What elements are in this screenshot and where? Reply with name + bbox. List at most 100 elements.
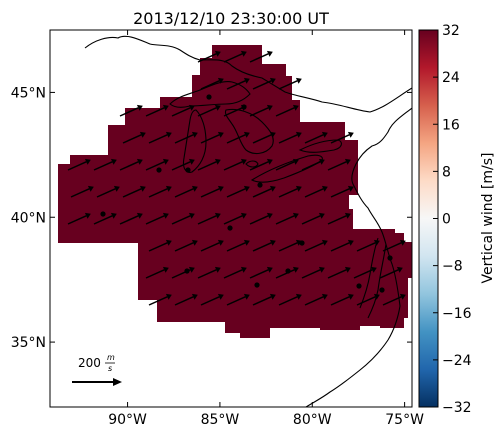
wind-vector <box>304 131 328 144</box>
wind-vector <box>223 212 247 225</box>
reference-vector-key: 200 m s <box>72 353 122 386</box>
x-axis: 90°W 85°W 80°W 75°W <box>108 30 424 428</box>
wind-vector <box>197 212 221 225</box>
station-marker <box>206 94 212 100</box>
wind-vector <box>278 293 302 306</box>
coastline-north-border <box>84 35 412 113</box>
wind-vector <box>145 158 169 171</box>
wind-vector-layer <box>67 50 406 306</box>
x-tick-label: 75°W <box>385 412 424 428</box>
wind-vector <box>356 239 380 252</box>
wind-vector <box>174 239 198 252</box>
map-frame <box>49 29 413 408</box>
wind-vector <box>275 158 299 171</box>
wind-vector <box>252 185 276 198</box>
x-tick-label: 80°W <box>293 412 332 428</box>
wind-vector <box>226 239 250 252</box>
wind-vector <box>382 239 406 252</box>
wind-vector <box>223 266 247 279</box>
wind-vector <box>200 293 224 306</box>
reference-vector-unit-top: m <box>107 353 115 362</box>
wind-vector <box>67 158 91 171</box>
station-marker <box>100 211 106 217</box>
wind-vector <box>200 185 224 198</box>
wind-vector <box>304 239 328 252</box>
coastline-chesapeake <box>359 237 387 319</box>
coastline-lake-michigan <box>182 109 207 173</box>
wind-vector <box>145 266 169 279</box>
station-marker <box>387 255 393 261</box>
wind-vector <box>148 239 172 252</box>
station-marker <box>285 268 291 274</box>
wind-vector <box>171 212 195 225</box>
x-tick-label: 90°W <box>108 412 147 428</box>
wind-vector <box>330 185 354 198</box>
wind-vector <box>226 77 250 90</box>
wind-vector <box>70 185 94 198</box>
wind-vector <box>278 185 302 198</box>
wind-vector <box>119 212 143 225</box>
wind-vector <box>330 131 354 144</box>
coastline-lake-huron <box>224 108 274 155</box>
colorbar-tick-label: 24 <box>442 70 460 86</box>
wind-vector <box>249 104 273 117</box>
wind-vector <box>67 212 91 225</box>
wind-vector <box>226 293 250 306</box>
colorbar-tick-label: −8 <box>442 259 463 275</box>
wind-vector <box>119 158 143 171</box>
station-marker-layer <box>100 94 393 293</box>
reference-vector-number: 200 <box>78 356 101 370</box>
station-marker <box>185 167 191 173</box>
wind-vector <box>252 131 276 144</box>
colorbar: 32 24 16 8 0 −8 −16 −24 −32 Vertical wind [m/s] <box>418 23 496 416</box>
wind-vector <box>93 158 117 171</box>
wind-vector <box>119 104 143 117</box>
y-axis: 45°N 40°N 35°N <box>11 85 412 351</box>
wind-vector <box>226 131 250 144</box>
wind-vector <box>249 158 273 171</box>
wind-vector <box>327 158 351 171</box>
colorbar-ticks: 32 24 16 8 0 −8 −16 −24 −32 <box>433 23 472 416</box>
wind-vector <box>249 212 273 225</box>
wind-vector <box>148 131 172 144</box>
colorbar-tick-label: −16 <box>442 306 472 322</box>
y-tick-label: 45°N <box>11 85 46 101</box>
wind-vector <box>304 185 328 198</box>
chart-title: 2013/12/10 23:30:00 UT <box>133 9 329 28</box>
wind-vector <box>197 104 221 117</box>
colorbar-tick-label: 0 <box>442 212 451 228</box>
station-marker <box>156 167 162 173</box>
station-marker <box>254 282 260 288</box>
wind-vector <box>301 212 325 225</box>
coastline-east <box>305 107 412 407</box>
coastline-lake-ontario <box>298 139 343 153</box>
wind-vector <box>356 293 380 306</box>
wind-vector <box>278 77 302 90</box>
wind-vector <box>252 77 276 90</box>
wind-vector <box>353 266 377 279</box>
colorbar-tick-label: −24 <box>442 353 472 369</box>
wind-data-region <box>58 45 412 338</box>
x-tick-label: 85°W <box>201 412 240 428</box>
wind-vector <box>197 50 221 63</box>
reference-vector-unit-bottom: s <box>108 364 112 373</box>
colorbar-tick-label: 8 <box>442 164 451 180</box>
wind-vector <box>96 185 120 198</box>
wind-vector <box>327 266 351 279</box>
colorbar-tick-label: 16 <box>442 117 460 133</box>
colorbar-tick-label: −32 <box>442 400 472 416</box>
wind-vector <box>301 158 325 171</box>
wind-vector <box>93 212 117 225</box>
station-marker <box>299 240 305 246</box>
map-panel: 200 m s 90°W 85°W 80°W 75°W 45°N 40°N 35°N <box>11 29 424 428</box>
wind-vector <box>330 239 354 252</box>
wind-vector <box>226 185 250 198</box>
wind-vector <box>223 50 247 63</box>
wind-vector <box>223 158 247 171</box>
wind-vector <box>171 104 195 117</box>
wind-vector <box>200 239 224 252</box>
wind-vector <box>301 266 325 279</box>
coastlines <box>84 35 412 407</box>
wind-vector <box>145 212 169 225</box>
